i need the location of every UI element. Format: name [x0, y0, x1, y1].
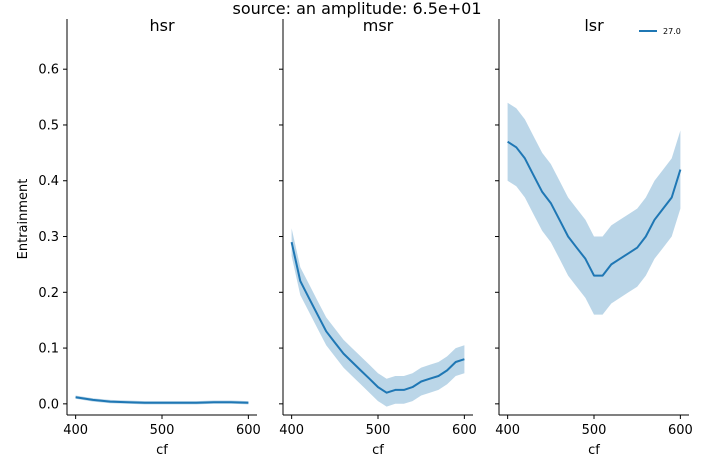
series-msr-confidence-band — [291, 228, 465, 407]
panel-msr-title: msr — [363, 16, 394, 35]
panel-hsr-plot: 400 500 600 0.0 0.1 0.2 0.3 0.4 0.5 0.6 — [38, 19, 261, 438]
x-tick-label-hsr: 600 — [236, 423, 261, 438]
x-tick-label-lsr: 400 — [495, 423, 520, 438]
panel-msr: 400 500 600 msr cf — [279, 16, 477, 458]
series-lsr-confidence-band — [507, 102, 681, 315]
panel-lsr-title: lsr — [584, 16, 604, 35]
series-hsr-line — [75, 396, 249, 404]
legend-label: 27.0 — [663, 27, 681, 36]
x-tick-label-hsr: 400 — [63, 423, 88, 438]
panel-lsr-xlabel: cf — [588, 443, 600, 458]
y-tick-label-hsr: 0.1 — [38, 342, 59, 357]
y-axis-label: Entrainment — [16, 179, 31, 260]
panel-hsr-xlabel: cf — [156, 443, 168, 458]
y-tick-label-hsr: 0.0 — [38, 397, 59, 412]
series-lsr-line — [507, 140, 682, 277]
x-tick-label-msr: 600 — [452, 423, 477, 438]
panel-msr-plot: 400 500 600 — [279, 19, 477, 438]
panel-lsr: 400 500 600 lsr cf 27.0 — [495, 16, 693, 458]
figure-suptitle: source: an amplitude: 6.5e+01 — [232, 0, 481, 18]
series-msr-line — [290, 241, 465, 394]
legend: 27.0 — [639, 27, 681, 36]
x-tick-label-msr: 500 — [366, 423, 391, 438]
panel-hsr: 400 500 600 0.0 0.1 0.2 0.3 0.4 0.5 0.6 hsr cf — [38, 16, 260, 458]
y-tick-label-hsr: 0.2 — [38, 286, 59, 301]
y-tick-label-hsr: 0.4 — [38, 174, 59, 189]
panel-msr-xlabel: cf — [372, 443, 384, 458]
x-tick-label-hsr: 500 — [150, 423, 175, 438]
y-tick-label-hsr: 0.5 — [38, 118, 59, 133]
x-tick-label-lsr: 500 — [582, 423, 607, 438]
y-tick-label-hsr: 0.6 — [38, 63, 59, 78]
panel-lsr-plot: 400 500 600 — [495, 19, 693, 438]
panel-hsr-title: hsr — [149, 16, 174, 35]
x-tick-label-msr: 400 — [279, 423, 304, 438]
x-tick-label-lsr: 600 — [668, 423, 693, 438]
y-tick-label-hsr: 0.3 — [38, 230, 59, 245]
